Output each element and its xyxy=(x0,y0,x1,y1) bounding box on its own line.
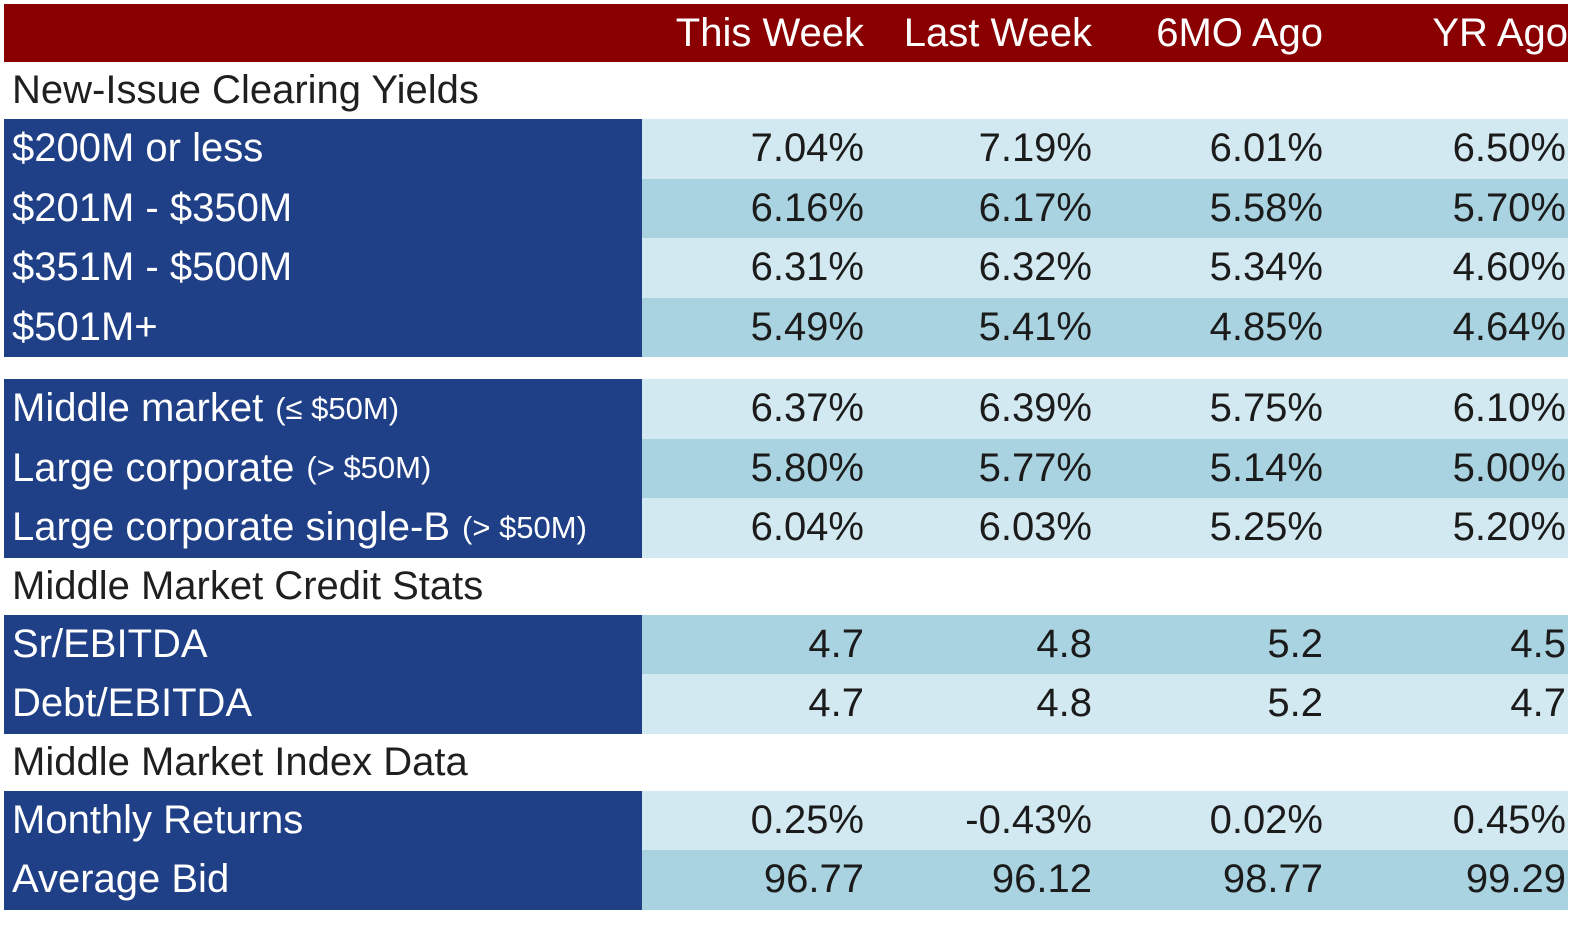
row-label: Middle market (≤ $50M) xyxy=(4,379,642,439)
yield-table: This Week Last Week 6MO Ago YR Ago New-I… xyxy=(4,4,1568,910)
column-header-this-week: This Week xyxy=(675,10,864,55)
cell-yr-ago: 4.5 xyxy=(1323,614,1568,674)
cell-6mo-ago: 5.58% xyxy=(1092,178,1323,238)
row-label: $351M - $500M xyxy=(4,238,642,298)
cell-this-week: 6.04% xyxy=(642,498,864,558)
cell-6mo-ago: 5.14% xyxy=(1092,438,1323,498)
row-label: Large corporate single-B (> $50M) xyxy=(4,498,642,558)
row-label-qualifier: (> $50M) xyxy=(462,509,587,545)
cell-yr-ago: 4.64% xyxy=(1323,297,1568,357)
cell-6mo-ago: 0.02% xyxy=(1092,790,1323,850)
cell-last-week: 6.32% xyxy=(864,238,1092,298)
cell-last-week: 4.8 xyxy=(864,614,1092,674)
row-label-qualifier: (> $50M) xyxy=(306,450,432,486)
section-heading: New-Issue Clearing Yields xyxy=(4,62,1568,119)
cell-last-week: 6.17% xyxy=(864,178,1092,238)
column-header-yr-ago: YR Ago xyxy=(1432,10,1568,55)
cell-last-week: 6.39% xyxy=(864,379,1092,439)
table-row: Average Bid 96.77 96.12 98.77 99.29 xyxy=(4,850,1568,910)
cell-this-week: 4.7 xyxy=(642,614,864,674)
cell-6mo-ago: 5.34% xyxy=(1092,238,1323,298)
cell-this-week: 6.37% xyxy=(642,379,864,439)
row-label: $200M or less xyxy=(4,119,642,179)
cell-6mo-ago: 4.85% xyxy=(1092,297,1323,357)
cell-6mo-ago: 5.2 xyxy=(1092,614,1323,674)
cell-yr-ago: 5.00% xyxy=(1323,438,1568,498)
row-label: $201M - $350M xyxy=(4,178,642,238)
row-label: Monthly Returns xyxy=(4,790,642,850)
table-row: $501M+ 5.49% 5.41% 4.85% 4.64% xyxy=(4,297,1568,357)
cell-6mo-ago: 6.01% xyxy=(1092,119,1323,179)
cell-this-week: 4.7 xyxy=(642,674,864,734)
header-spacer xyxy=(4,4,642,62)
row-label: Debt/EBITDA xyxy=(4,674,642,734)
cell-this-week: 6.16% xyxy=(642,178,864,238)
section-title-credit-stats: Middle Market Credit Stats xyxy=(12,563,484,608)
section-heading: Middle Market Credit Stats xyxy=(4,557,1568,615)
cell-last-week: 6.03% xyxy=(864,498,1092,558)
table-row: Sr/EBITDA 4.7 4.8 5.2 4.5 xyxy=(4,614,1568,674)
column-header-last-week: Last Week xyxy=(903,10,1092,55)
cell-last-week: 5.77% xyxy=(864,438,1092,498)
table-row: $201M - $350M 6.16% 6.17% 5.58% 5.70% xyxy=(4,178,1568,238)
cell-this-week: 7.04% xyxy=(642,119,864,179)
row-label-text: Large corporate xyxy=(12,445,295,490)
table-header: This Week Last Week 6MO Ago YR Ago xyxy=(4,4,1568,62)
cell-this-week: 6.31% xyxy=(642,238,864,298)
table-row: Middle market (≤ $50M) 6.37% 6.39% 5.75%… xyxy=(4,379,1568,439)
cell-6mo-ago: 98.77 xyxy=(1092,850,1323,910)
cell-yr-ago: 6.50% xyxy=(1323,119,1568,179)
row-label-qualifier: (≤ $50M) xyxy=(275,390,400,426)
table-row: Debt/EBITDA 4.7 4.8 5.2 4.7 xyxy=(4,674,1568,734)
table-row: Large corporate (> $50M) 5.80% 5.77% 5.1… xyxy=(4,438,1568,498)
cell-this-week: 0.25% xyxy=(642,790,864,850)
cell-yr-ago: 4.60% xyxy=(1323,238,1568,298)
section-title-new-issue: New-Issue Clearing Yields xyxy=(12,68,479,112)
cell-6mo-ago: 5.2 xyxy=(1092,674,1323,734)
section-spacer xyxy=(4,357,1568,379)
cell-this-week: 5.80% xyxy=(642,438,864,498)
row-label-text: Middle market xyxy=(12,386,264,431)
row-label: $501M+ xyxy=(4,297,642,357)
cell-yr-ago: 6.10% xyxy=(1323,379,1568,439)
table-row: Monthly Returns 0.25% -0.43% 0.02% 0.45% xyxy=(4,790,1568,850)
cell-yr-ago: 5.20% xyxy=(1323,498,1568,558)
row-label: Average Bid xyxy=(4,850,642,910)
cell-6mo-ago: 5.25% xyxy=(1092,498,1323,558)
row-label: Sr/EBITDA xyxy=(4,614,642,674)
cell-this-week: 96.77 xyxy=(642,850,864,910)
table-row: $351M - $500M 6.31% 6.32% 5.34% 4.60% xyxy=(4,238,1568,298)
row-label: Large corporate (> $50M) xyxy=(4,438,642,498)
table-row: $200M or less 7.04% 7.19% 6.01% 6.50% xyxy=(4,119,1568,179)
cell-6mo-ago: 5.75% xyxy=(1092,379,1323,439)
cell-last-week: 96.12 xyxy=(864,850,1092,910)
row-label-text: Large corporate single-B xyxy=(12,505,451,550)
cell-yr-ago: 0.45% xyxy=(1323,790,1568,850)
section-heading: Middle Market Index Data xyxy=(4,733,1568,791)
cell-this-week: 5.49% xyxy=(642,297,864,357)
cell-last-week: 4.8 xyxy=(864,674,1092,734)
cell-yr-ago: 5.70% xyxy=(1323,178,1568,238)
table-row: Large corporate single-B (> $50M) 6.04% … xyxy=(4,498,1568,558)
column-header-6mo-ago: 6MO Ago xyxy=(1156,10,1323,55)
cell-yr-ago: 99.29 xyxy=(1323,850,1568,910)
section-title-index-data: Middle Market Index Data xyxy=(12,739,468,784)
cell-last-week: -0.43% xyxy=(864,790,1092,850)
cell-last-week: 7.19% xyxy=(864,119,1092,179)
cell-last-week: 5.41% xyxy=(864,297,1092,357)
cell-yr-ago: 4.7 xyxy=(1323,674,1568,734)
